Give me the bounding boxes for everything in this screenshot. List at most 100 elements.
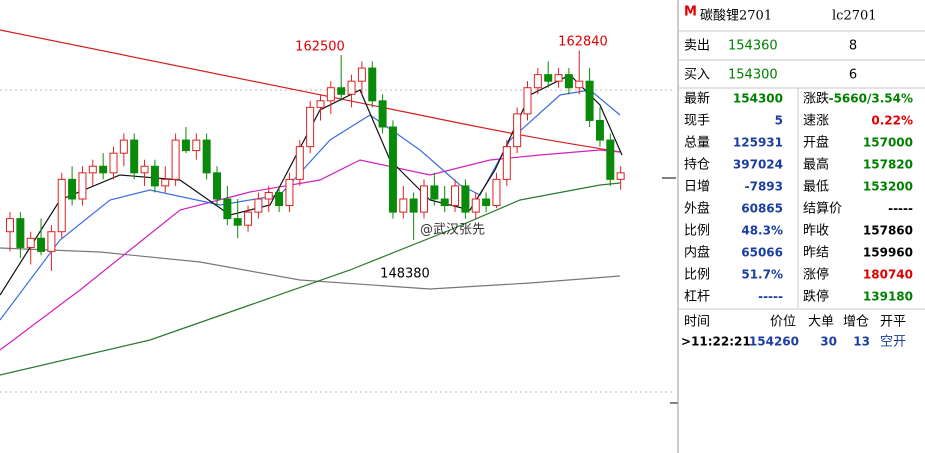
title: 碳酸锂2701 xyxy=(700,9,772,24)
candle-body xyxy=(337,87,346,95)
value: ----- xyxy=(888,202,913,216)
candle-body xyxy=(6,218,14,233)
candle-body xyxy=(68,178,77,200)
candle-body xyxy=(244,211,253,226)
candle-body xyxy=(606,139,615,180)
value: 153200 xyxy=(863,180,913,194)
candle-body xyxy=(140,165,149,174)
value: 0.22% xyxy=(871,114,913,128)
quote-grid: 最新 154300 涨跌 -5660/3.54% 现手 5 速涨 0.22% 总量 125931 开… xyxy=(684,91,913,305)
value: 5 xyxy=(775,114,783,128)
candle-body xyxy=(440,198,449,207)
label: 最高 xyxy=(803,157,829,173)
candle-body xyxy=(492,178,501,207)
watermark: @武汉张先 xyxy=(420,223,485,238)
volume: 6 xyxy=(849,68,857,83)
candle-body xyxy=(295,146,304,180)
annotation: 162840 xyxy=(558,35,608,50)
column-header: 大单 xyxy=(808,315,834,330)
price: 154300 xyxy=(728,68,778,83)
label: 内盘 xyxy=(684,245,710,261)
value: -5660/3.54% xyxy=(829,92,913,106)
label: 现手 xyxy=(684,114,710,129)
value: 397024 xyxy=(733,158,783,172)
annotation: 162500 xyxy=(295,40,345,55)
candle-body xyxy=(616,172,625,180)
candle-body xyxy=(523,87,532,115)
value: 60865 xyxy=(741,202,783,216)
candle-body xyxy=(595,119,604,141)
code: lc2701 xyxy=(832,9,877,24)
candle-body xyxy=(420,185,428,213)
candle-body xyxy=(378,100,387,128)
label: 杠杆 xyxy=(684,289,710,305)
trade-oi: 13 xyxy=(853,335,870,349)
candle-body xyxy=(502,146,511,180)
candle-body xyxy=(533,74,542,89)
value: 65066 xyxy=(741,246,783,260)
value: 51.7% xyxy=(741,268,783,282)
value: 157000 xyxy=(863,136,913,150)
candle-body xyxy=(223,198,232,220)
value: 159960 xyxy=(863,246,913,260)
candle-body xyxy=(150,165,159,187)
column-header: 开平 xyxy=(880,315,906,330)
candle-body xyxy=(409,198,418,213)
candle-body xyxy=(109,152,118,174)
candle-body xyxy=(347,80,356,95)
candle-body xyxy=(99,165,108,174)
candle-body xyxy=(202,139,211,174)
candle-body xyxy=(357,67,366,82)
label: 买入 xyxy=(684,68,710,83)
candle-body xyxy=(264,191,273,200)
value: 139180 xyxy=(863,290,913,304)
ma-line xyxy=(0,89,621,321)
column-header: 增仓 xyxy=(843,315,869,330)
label: 持仓 xyxy=(684,158,710,173)
value: 157860 xyxy=(863,224,913,238)
label: 卖出 xyxy=(684,39,710,54)
moving-averages xyxy=(0,29,623,376)
value: -7893 xyxy=(745,180,783,194)
candle-body xyxy=(513,113,522,148)
column-header: 价位 xyxy=(770,315,796,330)
candle-body xyxy=(388,126,397,213)
candle-body xyxy=(544,74,553,82)
candle-body xyxy=(575,80,584,89)
candles xyxy=(6,50,625,272)
candle-body xyxy=(326,87,335,102)
candle-body xyxy=(471,198,480,213)
trade-size: 30 xyxy=(820,335,837,349)
candle-body xyxy=(213,172,221,200)
candle-body xyxy=(285,178,294,207)
candle-body xyxy=(130,139,139,174)
value: ----- xyxy=(758,290,783,304)
candle-body xyxy=(482,198,491,207)
value: 157820 xyxy=(863,158,913,172)
candle-body xyxy=(306,106,315,148)
marker: M xyxy=(684,5,697,20)
label: 最低 xyxy=(803,180,829,195)
label: 昨收 xyxy=(803,224,829,239)
candle-body xyxy=(78,172,87,200)
value: 154300 xyxy=(733,92,783,106)
candle-body xyxy=(585,80,594,121)
label: 比例 xyxy=(684,224,710,239)
label: 总量 xyxy=(684,136,710,151)
candle-body xyxy=(430,185,439,200)
candle-body xyxy=(37,237,46,252)
label: 涨跌 xyxy=(803,91,829,107)
candle-body xyxy=(88,165,97,174)
label: 日增 xyxy=(684,180,710,195)
label: 最新 xyxy=(684,91,710,107)
candle-body xyxy=(181,139,190,152)
volume: 8 xyxy=(849,39,857,54)
annotation: 148380 xyxy=(380,267,430,282)
candle-body xyxy=(368,67,377,102)
candle-body xyxy=(26,237,35,248)
ma-line xyxy=(0,74,623,296)
trade-type: 空开 xyxy=(880,335,906,350)
label: 外盘 xyxy=(684,201,710,217)
candle-body xyxy=(161,178,170,187)
